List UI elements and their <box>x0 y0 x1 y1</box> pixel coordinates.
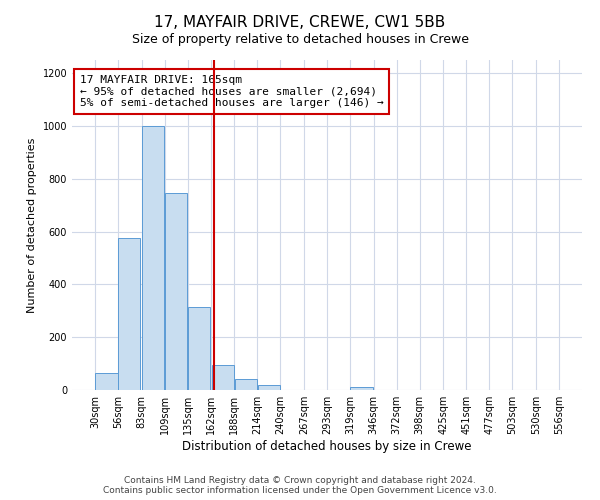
Bar <box>235 380 257 390</box>
Bar <box>212 365 234 390</box>
Text: Size of property relative to detached houses in Crewe: Size of property relative to detached ho… <box>131 32 469 46</box>
X-axis label: Distribution of detached houses by size in Crewe: Distribution of detached houses by size … <box>182 440 472 453</box>
Bar <box>165 194 187 390</box>
Text: 17, MAYFAIR DRIVE, CREWE, CW1 5BB: 17, MAYFAIR DRIVE, CREWE, CW1 5BB <box>154 15 446 30</box>
Bar <box>142 126 164 390</box>
Text: Contains HM Land Registry data © Crown copyright and database right 2024.
Contai: Contains HM Land Registry data © Crown c… <box>103 476 497 495</box>
Bar <box>95 373 118 390</box>
Bar <box>350 388 373 390</box>
Text: 17 MAYFAIR DRIVE: 165sqm
← 95% of detached houses are smaller (2,694)
5% of semi: 17 MAYFAIR DRIVE: 165sqm ← 95% of detach… <box>80 75 383 108</box>
Bar <box>188 307 210 390</box>
Bar <box>118 238 140 390</box>
Bar <box>257 384 280 390</box>
Y-axis label: Number of detached properties: Number of detached properties <box>27 138 37 312</box>
